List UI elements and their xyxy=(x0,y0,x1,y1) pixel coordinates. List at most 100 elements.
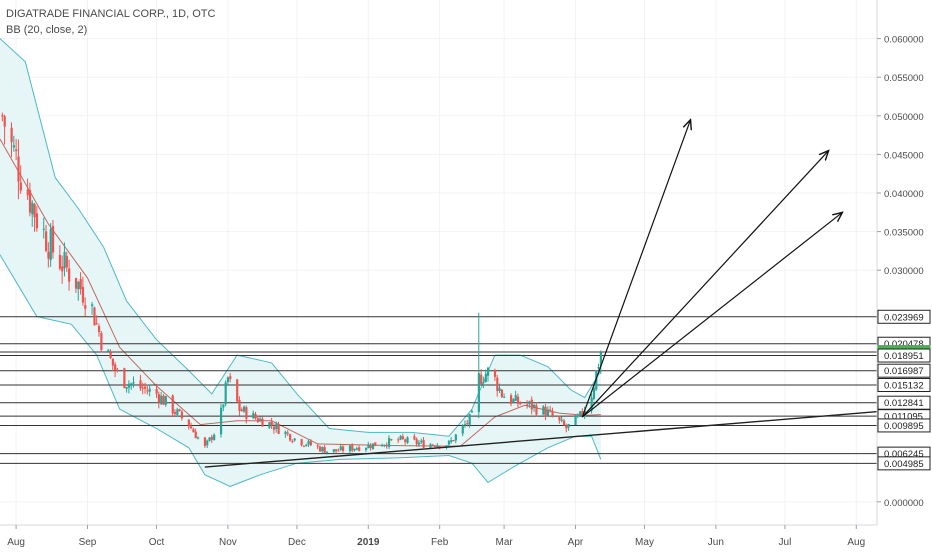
candle-body xyxy=(452,440,455,442)
upper-band-line xyxy=(0,38,602,437)
level-price-label: 0.012841 xyxy=(884,398,924,409)
candle-body xyxy=(139,380,142,389)
candle-body xyxy=(125,387,128,389)
level-price-badge xyxy=(877,363,931,378)
candle-body xyxy=(484,374,487,382)
time-axis-bg xyxy=(0,525,932,550)
price-tick-label: 0.000000 xyxy=(884,498,924,509)
candle-body xyxy=(581,411,584,415)
candle-body xyxy=(567,424,570,428)
time-tick-label: Nov xyxy=(219,537,237,548)
candle-body xyxy=(562,420,566,426)
candle-body xyxy=(12,145,16,148)
candle-body xyxy=(300,439,303,446)
candle-body xyxy=(178,409,181,411)
candle-body xyxy=(438,445,441,448)
candle-body xyxy=(148,388,151,392)
candle-body xyxy=(544,407,547,417)
candle-body xyxy=(291,441,294,443)
candle-body xyxy=(463,424,467,426)
projection-arrow xyxy=(581,212,842,418)
candle-body xyxy=(107,350,110,352)
candle-body xyxy=(123,368,126,388)
candle-body xyxy=(420,440,423,443)
candle-body xyxy=(97,326,101,333)
price-tick-label: 0.040000 xyxy=(884,189,924,200)
candle-body xyxy=(401,436,405,439)
candle-body xyxy=(549,409,552,411)
candle-body xyxy=(318,446,322,452)
candle-body xyxy=(367,444,370,449)
level-price-label: 0.006245 xyxy=(884,449,924,460)
candle-body xyxy=(498,388,501,391)
candle-body xyxy=(77,281,80,290)
candle-body xyxy=(397,439,400,441)
candle-body xyxy=(164,396,167,405)
candle-body xyxy=(434,445,437,447)
candle-body xyxy=(592,387,596,399)
candle-body xyxy=(364,447,368,450)
candle-body xyxy=(369,445,372,449)
candle-body xyxy=(130,383,133,385)
candle-body xyxy=(31,202,34,215)
candle-body xyxy=(445,445,448,448)
candle-body xyxy=(109,352,112,359)
candle-body xyxy=(599,352,602,366)
candle-body xyxy=(560,419,563,421)
candle-body xyxy=(482,382,485,384)
level-price-badge xyxy=(877,456,931,471)
candle-body xyxy=(219,407,223,435)
candle-body xyxy=(309,441,312,446)
candle-body xyxy=(305,444,308,446)
candle-body xyxy=(26,189,29,196)
time-tick-label: 2019 xyxy=(357,537,380,548)
candle-body xyxy=(528,401,531,404)
candle-body xyxy=(61,266,64,272)
candle-body xyxy=(374,442,377,447)
horizontal-levels xyxy=(0,316,877,464)
level-price-label: 0.015132 xyxy=(884,381,924,392)
level-price-badge xyxy=(877,348,931,363)
candle-body xyxy=(173,412,177,414)
candle-body xyxy=(47,251,50,259)
candle-body xyxy=(302,445,306,447)
candle-body xyxy=(254,414,257,419)
level-price-label: 0.004985 xyxy=(884,459,924,470)
candle-body xyxy=(256,418,260,422)
candle-body xyxy=(79,279,82,290)
candle-body xyxy=(270,421,273,426)
candle-body xyxy=(381,445,384,447)
candle-body xyxy=(33,204,36,218)
candle-body xyxy=(503,396,506,398)
candle-body xyxy=(192,429,195,433)
candle-body xyxy=(45,231,48,252)
candle-body xyxy=(323,447,326,453)
candle-body xyxy=(477,373,480,413)
candle-body xyxy=(146,390,149,392)
candle-body xyxy=(51,226,55,253)
candle-body xyxy=(355,448,358,450)
time-tick-label: Oct xyxy=(149,537,165,548)
candle-body xyxy=(558,415,561,421)
time-tick-label: Aug xyxy=(7,537,25,548)
candle-body xyxy=(210,436,213,440)
level-price-label: 0.020478 xyxy=(884,339,924,350)
grid-lines xyxy=(0,0,877,525)
candle-body xyxy=(574,415,577,425)
candle-body xyxy=(450,440,453,442)
time-tick-label: Feb xyxy=(431,537,449,548)
candle-body xyxy=(176,409,179,415)
projection-arrow xyxy=(581,151,828,418)
band-fill xyxy=(0,38,601,487)
candle-body xyxy=(422,440,425,448)
candle-body xyxy=(348,445,352,452)
price-tick-label: 0.035000 xyxy=(884,228,924,239)
candle-body xyxy=(316,445,319,447)
candle-body xyxy=(436,445,439,448)
candle-body xyxy=(461,425,464,434)
candle-body xyxy=(272,426,276,430)
candle-body xyxy=(530,399,533,410)
candle-body xyxy=(100,332,103,350)
candle-body xyxy=(335,449,338,451)
